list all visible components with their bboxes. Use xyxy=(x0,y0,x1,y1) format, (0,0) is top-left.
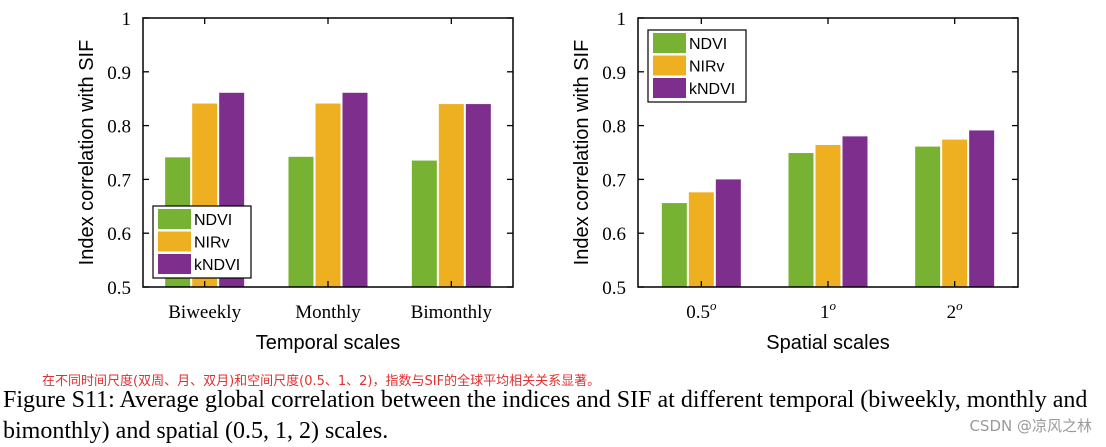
legend: NDVI NIRv kNDVI xyxy=(648,30,746,102)
legend: NDVI NIRv kNDVI xyxy=(153,206,251,278)
bar-ndvi-3 xyxy=(915,147,940,287)
x-tick-label: Monthly xyxy=(295,302,361,323)
x-axis-title: Temporal scales xyxy=(256,332,401,354)
bar-ndvi-1 xyxy=(662,203,687,287)
bar-nirv-3 xyxy=(942,140,967,287)
y-tick-label: 0.5 xyxy=(602,278,626,299)
bar-ndvi-3 xyxy=(412,161,437,287)
legend-swatch-kndvi xyxy=(158,254,191,274)
legend-label-ndvi: NDVI xyxy=(689,36,727,53)
y-tick-label: 1 xyxy=(617,9,627,30)
legend-swatch-kndvi xyxy=(653,78,686,98)
bar-ndvi-2 xyxy=(789,153,814,287)
y-tick-label: 0.5 xyxy=(107,278,131,299)
x-tick-label: Bimonthly xyxy=(411,302,493,323)
bar-kndvi-2 xyxy=(343,93,368,287)
legend-swatch-nirv xyxy=(653,56,686,76)
y-tick-label: 0.7 xyxy=(602,170,626,191)
legend-swatch-ndvi xyxy=(653,33,686,53)
legend-label-ndvi: NDVI xyxy=(194,212,232,229)
y-tick-label: 0.6 xyxy=(107,224,131,245)
bar-kndvi-3 xyxy=(969,130,994,287)
legend-swatch-ndvi xyxy=(158,209,191,229)
bar-kndvi-2 xyxy=(843,136,868,287)
y-axis-title: Index correlation with SIF xyxy=(571,40,593,266)
x-tick-label: 2o xyxy=(947,298,964,323)
y-tick-label: 0.9 xyxy=(107,63,131,84)
y-tick-label: 0.8 xyxy=(107,117,131,138)
legend-label-nirv: NIRv xyxy=(194,235,230,252)
legend-label-kndvi: kNDVI xyxy=(194,257,240,274)
y-tick-label: 0.9 xyxy=(602,63,626,84)
x-tick-label: 0.5o xyxy=(686,298,717,323)
y-axis-title: Index correlation with SIF xyxy=(76,40,98,266)
bar-nirv-3 xyxy=(439,104,464,287)
figure-canvas: 0.5 0.6 0.7 0.8 0.9 1 Biweekly Monthly Bimonthly… xyxy=(0,0,1106,360)
bar-kndvi-1 xyxy=(716,179,741,287)
x-axis-title: Spatial scales xyxy=(766,332,889,354)
legend-label-kndvi: kNDVI xyxy=(689,81,735,98)
chart-panel-2: 0.5 0.6 0.7 0.8 0.9 1 0.5o 1o 2o Spatial scales In… xyxy=(571,9,1018,354)
y-tick-label: 0.8 xyxy=(602,117,626,138)
bar-nirv-1 xyxy=(689,192,714,287)
x-tick-label: Biweekly xyxy=(168,302,241,323)
watermark: CSDN @凉风之林 xyxy=(969,415,1092,436)
legend-swatch-nirv xyxy=(158,232,191,252)
chart-panel-1: 0.5 0.6 0.7 0.8 0.9 1 Biweekly Monthly Bimonthly… xyxy=(76,9,513,354)
y-tick-label: 1 xyxy=(122,9,132,30)
bar-nirv-2 xyxy=(316,104,341,287)
bar-ndvi-2 xyxy=(289,157,314,287)
x-tick-label: 1o xyxy=(820,298,837,323)
bar-nirv-2 xyxy=(816,145,841,287)
bar-kndvi-3 xyxy=(466,104,491,287)
y-tick-label: 0.7 xyxy=(107,170,131,191)
figure-caption: Figure S11: Average global correlation b… xyxy=(3,385,1103,447)
legend-label-nirv: NIRv xyxy=(689,59,725,76)
y-tick-label: 0.6 xyxy=(602,224,626,245)
